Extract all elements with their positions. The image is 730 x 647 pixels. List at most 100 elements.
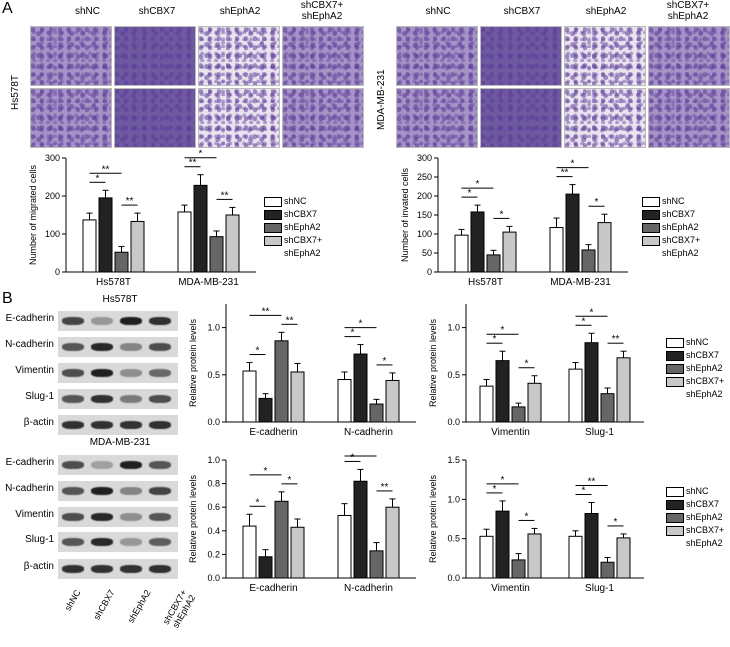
legend-swatch <box>642 210 660 220</box>
micrograph-hs578t-shnc-2 <box>30 88 112 148</box>
col-label-shepha2-right: shEphA2 <box>585 6 627 17</box>
bar <box>454 234 469 273</box>
bar <box>568 535 583 579</box>
bar <box>193 184 208 273</box>
blot-band <box>149 395 171 403</box>
bar <box>600 393 615 423</box>
significance-label: * <box>582 316 586 327</box>
legend-swatch <box>642 223 660 233</box>
significance-label: * <box>96 173 100 184</box>
y-axis-label: Number of migrated cells <box>28 164 38 265</box>
legend-label: shCBX7 <box>662 209 696 219</box>
significance-label: * <box>582 485 586 496</box>
col-label-shnc-right: shNC <box>425 6 451 17</box>
y-tick-label: 0.0 <box>207 573 220 583</box>
bar <box>527 382 542 423</box>
bar <box>385 379 400 423</box>
significance-label: ** <box>102 164 110 175</box>
blot-band <box>62 565 84 573</box>
legend-swatch <box>666 377 684 387</box>
x-tick-label: E-cadherin <box>249 583 297 594</box>
legend-swatch <box>264 236 282 246</box>
significance-label: * <box>199 150 203 160</box>
blot-band <box>91 421 113 429</box>
blot-band <box>120 343 142 351</box>
y-axis-label: Number of invated cells <box>400 167 410 262</box>
blot-label-vim-1: Vimentin <box>15 365 54 376</box>
bar <box>495 360 510 423</box>
blot-band <box>120 487 142 495</box>
bar <box>502 231 517 273</box>
legend-swatch <box>666 364 684 374</box>
x-tick-label: Slug-1 <box>585 583 614 594</box>
bar <box>470 211 485 273</box>
blot-label-slug-1: Slug-1 <box>25 391 54 402</box>
legend-label: shEphA2 <box>284 222 321 232</box>
bar <box>581 249 596 273</box>
blot-strip <box>58 389 178 409</box>
bar <box>98 197 113 273</box>
x-tick-label: Vimentin <box>491 427 530 438</box>
blot-band <box>149 317 171 325</box>
bar <box>242 525 257 579</box>
bar <box>274 340 289 423</box>
bar <box>242 370 257 423</box>
blot-band <box>91 487 113 495</box>
legend-label: shNC <box>284 196 307 206</box>
bar <box>385 506 400 579</box>
y-axis-label: Relative protein levels <box>428 474 438 563</box>
col-label-shnc-left: shNC <box>74 6 100 17</box>
blot-strip <box>58 311 178 331</box>
legend-label: shEphA2 <box>686 512 723 522</box>
significance-label: ** <box>221 190 229 201</box>
significance-label: * <box>351 328 355 339</box>
row-label-hs578t: Hs578T <box>10 74 21 110</box>
significance-label: ** <box>286 315 294 326</box>
chart-vim-slug-mda: 0.0 0.5 1.0 1.5 Relative protein levels Vimen… <box>428 455 644 594</box>
blot-band <box>120 513 142 521</box>
blot-strip <box>58 337 178 357</box>
bar <box>479 385 494 423</box>
x-tick-label: MDA-MB-231 <box>178 277 239 288</box>
y-axis-label: Relative protein levels <box>428 318 438 407</box>
y-tick-label: 300 <box>45 153 60 163</box>
y-tick-label: 0 <box>427 267 432 277</box>
bar <box>290 371 305 423</box>
blot-strip <box>58 363 178 383</box>
legend-label: shCBX7 <box>686 350 720 360</box>
significance-label: * <box>256 497 260 508</box>
bar <box>369 403 384 423</box>
y-tick-label: 0.2 <box>207 549 220 559</box>
chart-ecad-ncad-hs578t: 0.0 0.5 1.0 Relative protein levels E-cadher… <box>188 304 416 438</box>
blot-band <box>62 317 84 325</box>
micrograph-mda-combo-1 <box>648 26 730 86</box>
significance-label: * <box>383 356 387 367</box>
legend-label: shCBX7+ shEphA2 <box>686 525 725 548</box>
bar <box>511 559 526 579</box>
micrograph-hs578t-shcbx7-2 <box>114 88 196 148</box>
bar <box>597 222 612 273</box>
y-tick-label: 0.4 <box>207 526 220 536</box>
blot-band <box>91 343 113 351</box>
blot-band <box>91 317 113 325</box>
blot-band <box>149 513 171 521</box>
blot-strip <box>58 559 178 579</box>
bar <box>337 379 352 423</box>
blot-label-ncad-2: N-cadherin <box>5 483 54 494</box>
bar <box>130 220 145 273</box>
x-tick-label: MDA-MB-231 <box>550 277 611 288</box>
bar <box>549 227 564 273</box>
legend-swatch <box>642 236 660 246</box>
bar <box>584 342 599 423</box>
significance-label: * <box>590 307 594 318</box>
y-tick-label: 0.5 <box>447 370 460 380</box>
significance-label: * <box>359 319 363 330</box>
col-label-shepha2-left: shEphA2 <box>219 6 261 17</box>
y-tick-label: 50 <box>422 248 432 258</box>
legend-swatch <box>264 197 282 207</box>
bar <box>353 480 368 579</box>
legend-label: shCBX7 <box>686 499 720 509</box>
micrograph-hs578t-combo-2 <box>282 88 364 148</box>
blot-band <box>149 487 171 495</box>
y-tick-label: 1.0 <box>207 323 220 333</box>
